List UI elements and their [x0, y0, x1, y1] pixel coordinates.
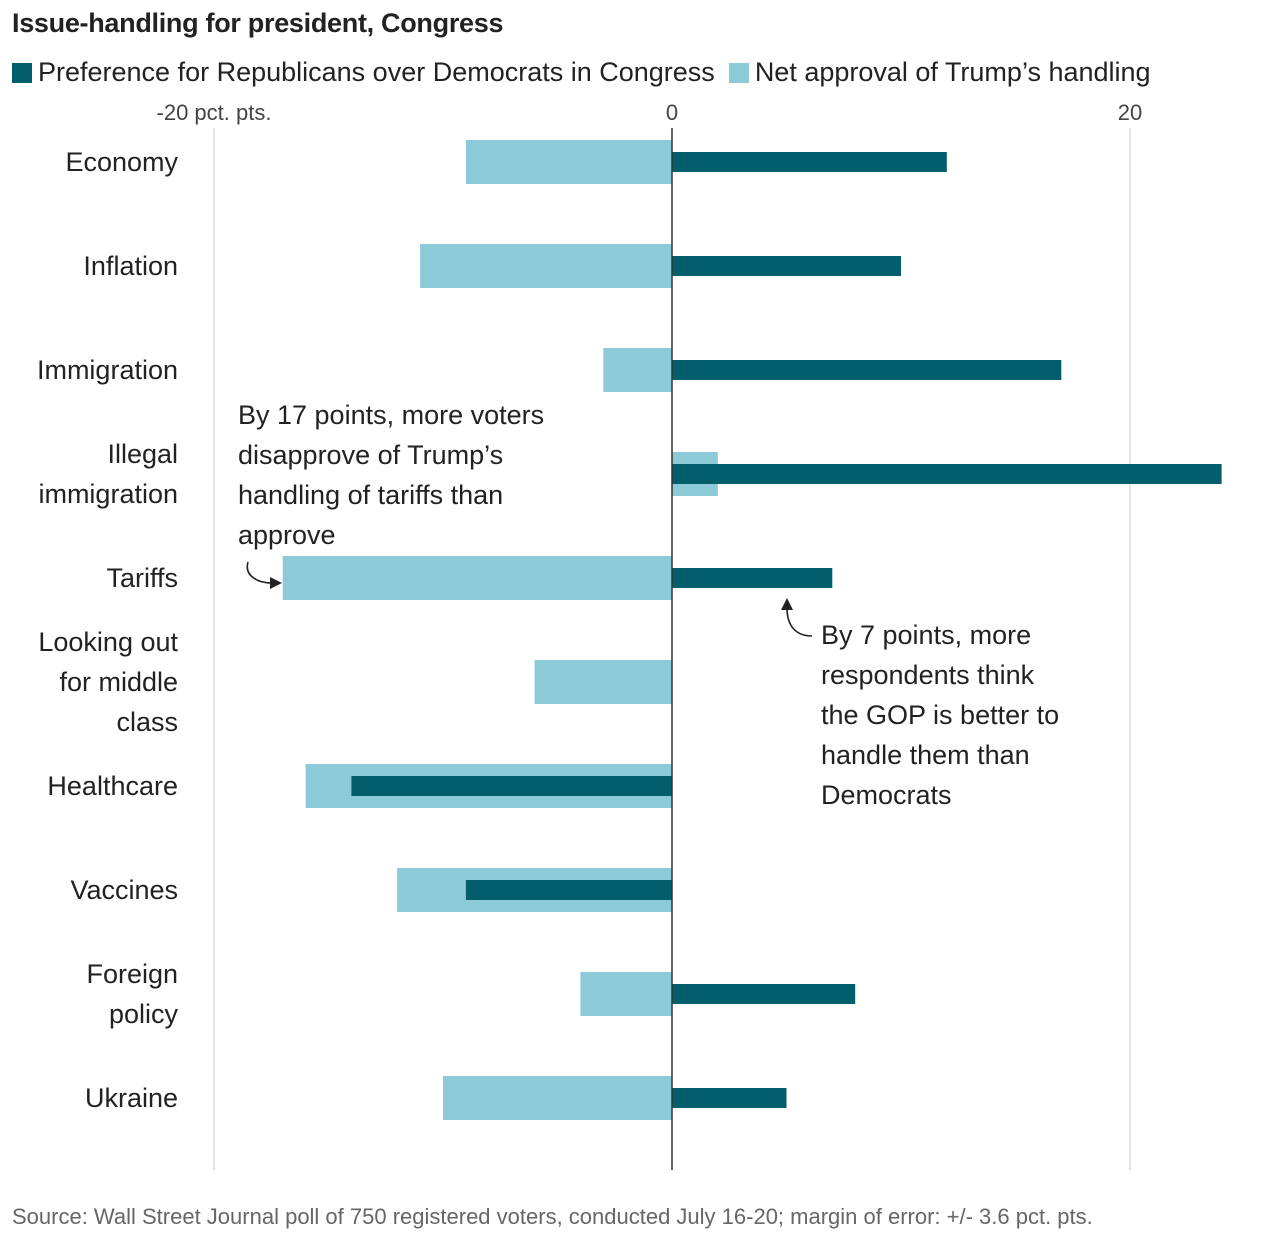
- annotation-tariffs-approval: approve: [238, 520, 336, 550]
- annotation-arrow: [786, 607, 813, 637]
- legend-item-gop-preference: Preference for Republicans over Democrat…: [12, 57, 715, 88]
- bar-gop-preference: [672, 256, 901, 276]
- bar-gop-preference: [672, 152, 947, 172]
- x-tick-label: 20: [1118, 100, 1142, 125]
- category-label: immigration: [38, 479, 178, 509]
- bar-gop-preference: [672, 1088, 787, 1108]
- bar-gop-preference: [672, 568, 833, 588]
- legend-label-gop-preference: Preference for Republicans over Democrat…: [38, 57, 715, 87]
- annotation-tariffs-gop: respondents think: [821, 660, 1035, 690]
- x-tick-label: -20 pct. pts.: [157, 100, 272, 125]
- legend-label-trump-approval: Net approval of Trump’s handling: [754, 57, 1151, 87]
- annotation-tariffs-approval: handling of tariffs than: [238, 480, 503, 510]
- legend-swatch-gop-preference: [12, 62, 32, 83]
- category-label: Tariffs: [106, 563, 178, 593]
- bar-gop-preference: [672, 360, 1062, 380]
- legend-item-trump-approval: Net approval of Trump’s handling: [728, 57, 1151, 88]
- category-label: policy: [109, 999, 179, 1029]
- bar-trump-approval: [603, 348, 672, 392]
- category-label: Foreign: [86, 959, 178, 989]
- annotation-tariffs-approval: By 17 points, more voters: [238, 400, 544, 430]
- bar-gop-preference: [672, 984, 856, 1004]
- source-note: Source: Wall Street Journal poll of 750 …: [12, 1204, 1093, 1229]
- category-label: Looking out: [38, 627, 178, 657]
- legend-swatch-trump-approval: [728, 62, 749, 83]
- chart-title: Issue-handling for president, Congress: [12, 8, 504, 38]
- bar-gop-preference: [465, 880, 672, 900]
- annotation-tariffs-gop: handle them than: [821, 740, 1030, 770]
- bar-gop-preference: [351, 776, 672, 796]
- annotation-arrowhead: [270, 577, 282, 589]
- category-label: Inflation: [83, 251, 178, 281]
- bar-trump-approval: [580, 972, 672, 1016]
- bar-trump-approval: [443, 1076, 672, 1120]
- annotation-arrowhead: [781, 598, 793, 610]
- category-label: Ukraine: [85, 1083, 178, 1113]
- category-label: for middle: [59, 667, 178, 697]
- bar-trump-approval: [420, 244, 672, 288]
- category-label: Illegal: [107, 439, 178, 469]
- bar-trump-approval: [465, 140, 672, 184]
- bar-trump-approval: [534, 660, 672, 704]
- category-label: Economy: [65, 147, 178, 177]
- bar-gop-preference: [672, 464, 1222, 484]
- category-label: class: [116, 707, 178, 737]
- annotation-tariffs-gop: the GOP is better to: [821, 700, 1059, 730]
- category-label: Vaccines: [70, 875, 178, 905]
- annotation-tariffs-gop: By 7 points, more: [821, 620, 1031, 650]
- legend: Preference for Republicans over Democrat…: [12, 57, 1165, 88]
- x-tick-label: 0: [666, 100, 678, 125]
- annotation-tariffs-gop: Democrats: [821, 780, 952, 810]
- bar-trump-approval: [282, 556, 672, 600]
- category-label: Healthcare: [47, 771, 178, 801]
- category-label: Immigration: [37, 355, 178, 385]
- annotation-tariffs-approval: disapprove of Trump’s: [238, 440, 503, 470]
